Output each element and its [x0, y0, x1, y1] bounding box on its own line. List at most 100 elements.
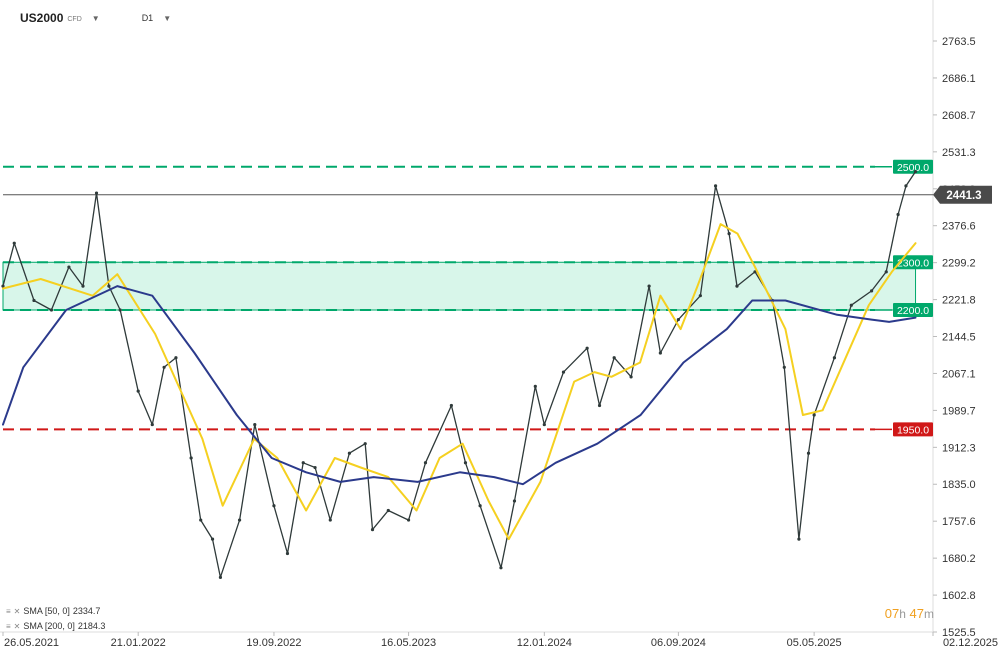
- countdown-minutes: 47: [909, 606, 924, 621]
- price-point: [612, 356, 616, 360]
- level-tag-label: 2300.0: [897, 257, 929, 269]
- y-tick-label: 2531.3: [942, 147, 976, 159]
- price-point: [162, 365, 166, 369]
- sma50-label: SMA [50, 0]: [23, 606, 70, 616]
- sma200-label: SMA [200, 0]: [23, 621, 75, 631]
- sma50-series-line: [2, 223, 917, 541]
- y-tick-label: 2763.5: [942, 36, 976, 48]
- current-price-tag-bg: [933, 185, 992, 204]
- price-point: [94, 191, 99, 195]
- price-point: [174, 356, 178, 360]
- price-point: [585, 346, 589, 350]
- level-tag: [893, 303, 933, 318]
- sma50-value: 2334.7: [72, 606, 101, 616]
- y-tick-label: 2608.7: [942, 110, 976, 122]
- x-tick-label: 19.09.2022: [246, 637, 301, 649]
- price-point: [533, 384, 537, 388]
- price-point: [272, 504, 276, 508]
- price-point: [210, 537, 215, 541]
- price-point: [542, 422, 546, 427]
- level-tag: [893, 422, 933, 437]
- price-point: [735, 284, 739, 288]
- countdown-hours: 07: [884, 606, 900, 621]
- price-point: [301, 461, 305, 465]
- price-point: [463, 461, 468, 465]
- level-tag: [893, 159, 933, 174]
- price-point: [189, 456, 193, 460]
- price-point: [370, 528, 375, 532]
- y-tick-label: 1680.2: [942, 553, 976, 565]
- price-point: [812, 413, 816, 417]
- x-tick-label: 26.05.2021: [4, 637, 59, 649]
- price-point: [406, 518, 411, 522]
- symbol-name[interactable]: US2000: [20, 11, 64, 25]
- x-tick-label: 06.09.2024: [651, 637, 706, 649]
- x-tick-label: 02.12.2025: [943, 637, 998, 649]
- price-point: [832, 356, 837, 360]
- price-point: [136, 389, 140, 393]
- price-point: [118, 308, 122, 312]
- price-point: [806, 451, 811, 455]
- price-point: [797, 537, 801, 541]
- support-resistance-zone: [2, 261, 917, 311]
- price-point: [884, 270, 888, 274]
- price-point: [313, 465, 317, 470]
- price-point: [67, 265, 71, 269]
- sma50-legend[interactable]: ≡ ✕ SMA [50, 0] 2334.7: [6, 606, 100, 616]
- price-point: [727, 232, 731, 236]
- price-point: [499, 566, 503, 570]
- timeframe-selector[interactable]: D1: [141, 13, 154, 23]
- price-point: [423, 461, 428, 465]
- price-point: [512, 499, 517, 503]
- price-point: [698, 294, 702, 298]
- symbol-dropdown-icon[interactable]: ▼: [91, 13, 100, 23]
- y-tick-label: 2686.1: [942, 73, 976, 85]
- price-point: [913, 169, 918, 174]
- sma200-series-line: [2, 285, 917, 486]
- y-tick-label: 1525.5: [942, 627, 976, 639]
- candle-countdown: 07h 47m: [884, 606, 934, 621]
- price-point: [658, 351, 662, 355]
- y-tick-label: 1912.3: [942, 442, 976, 454]
- settings-icon[interactable]: ≡: [6, 606, 11, 616]
- price-point: [647, 284, 651, 288]
- price-point: [328, 518, 332, 522]
- x-tick-label: 12.01.2024: [517, 637, 572, 649]
- y-tick-label: 1602.8: [942, 590, 976, 602]
- price-point: [218, 575, 223, 579]
- price-point: [478, 504, 482, 508]
- y-tick-label: 2067.1: [942, 368, 976, 380]
- price-point: [676, 317, 680, 322]
- y-tick-label: 2144.5: [942, 331, 976, 343]
- current-price-tag: 2441.3: [933, 185, 992, 204]
- price-point: [150, 422, 154, 427]
- price-point: [347, 451, 352, 455]
- level-tag-label: 2500.0: [897, 162, 929, 174]
- price-point: [896, 212, 900, 217]
- price-point: [849, 303, 853, 307]
- price-series-line: [2, 171, 917, 578]
- price-point: [199, 518, 203, 522]
- y-tick-label: 2221.8: [942, 295, 976, 307]
- x-tick-label: 16.05.2023: [381, 637, 436, 649]
- price-point: [285, 551, 290, 556]
- price-point: [753, 270, 757, 274]
- sma200-legend[interactable]: ≡ ✕ SMA [200, 0] 2184.3: [6, 621, 105, 631]
- symbol-type: CFD: [67, 15, 82, 23]
- remove-icon[interactable]: ✕: [13, 621, 21, 631]
- price-point: [363, 442, 367, 446]
- remove-icon[interactable]: ✕: [13, 606, 21, 616]
- price-point: [713, 184, 718, 188]
- price-point: [386, 508, 390, 513]
- price-point: [449, 403, 453, 408]
- y-tick-label: 2376.6: [942, 221, 976, 233]
- level-tag-label: 2200.0: [897, 305, 929, 317]
- price-point: [253, 422, 257, 427]
- price-point: [561, 370, 566, 374]
- current-price-label: 2441.3: [946, 190, 981, 202]
- level-tag-label: 1950.0: [897, 424, 929, 436]
- price-point: [237, 518, 242, 522]
- settings-icon[interactable]: ≡: [6, 621, 11, 631]
- timeframe-dropdown-icon[interactable]: ▼: [163, 13, 172, 23]
